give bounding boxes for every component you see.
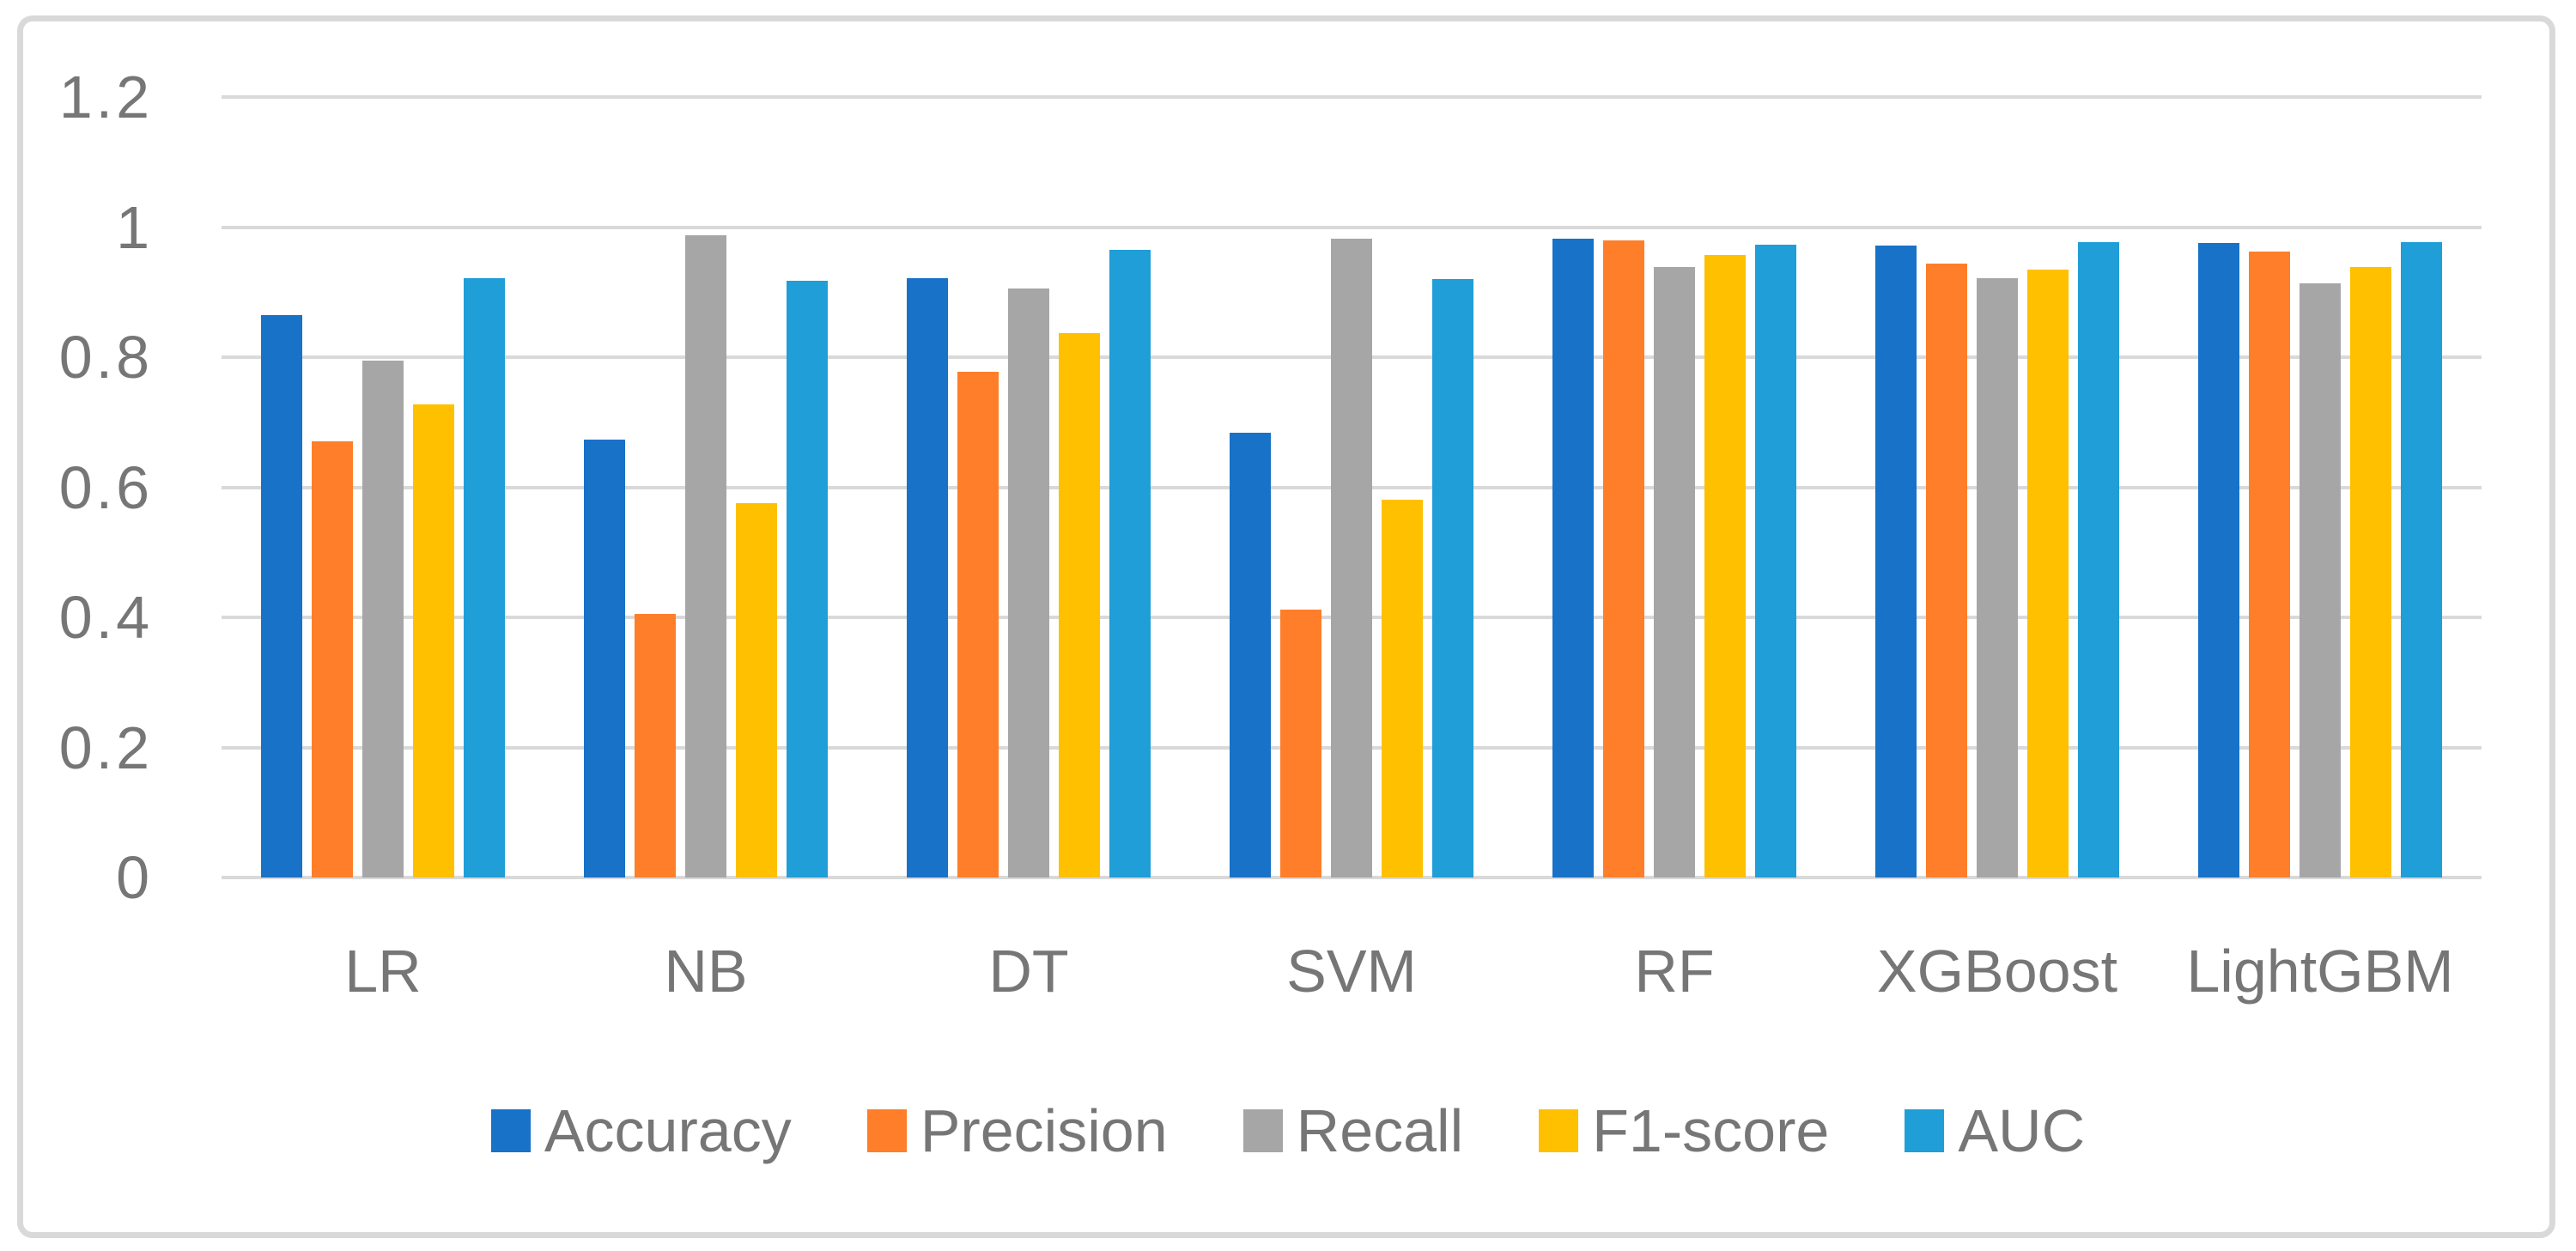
bar-groups (222, 97, 2482, 878)
legend-label-accuracy: Accuracy (544, 1097, 792, 1164)
x-axis-category-labels: LR NB DT SVM RF XGBoost LightGBM (222, 941, 2482, 1001)
x-category-label-nb: NB (664, 938, 748, 1005)
legend-swatch-icon-recall (1242, 1109, 1283, 1152)
bar-accuracy-xgboost (1875, 245, 1917, 878)
y-tick-label: 0.2 (58, 714, 153, 781)
y-tick-label: 1.2 (58, 64, 153, 131)
bar-precision-xgboost (1926, 263, 1967, 878)
x-category-label-svm: SVM (1286, 938, 1417, 1005)
bar-accuracy-lr (261, 314, 302, 878)
legend-item-auc: AUC (1905, 1101, 2085, 1161)
bar-accuracy-lightgbm (2198, 243, 2239, 878)
bar-auc-lr (464, 278, 505, 878)
bar-precision-nb (635, 614, 676, 878)
x-category-label-lr: LR (344, 938, 422, 1005)
bar-recall-svm (1331, 239, 1372, 878)
legend-swatch-icon-auc (1905, 1109, 1945, 1152)
bar-f1-score-dt (1059, 332, 1100, 878)
bar-group-lr (222, 97, 544, 878)
bar-auc-lightgbm (2401, 241, 2442, 878)
bar-precision-lightgbm (2249, 251, 2290, 878)
bar-f1-score-xgboost (2027, 269, 2069, 878)
bar-f1-score-rf (1704, 255, 1746, 878)
x-category-label-lightgbm: LightGBM (2186, 938, 2454, 1005)
gridline-1-2 (222, 95, 2482, 99)
bar-group-lightgbm (2159, 97, 2482, 878)
bar-f1-score-lightgbm (2350, 267, 2391, 878)
bar-precision-rf (1603, 240, 1644, 878)
legend-label-recall: Recall (1296, 1097, 1464, 1164)
bar-recall-rf (1654, 267, 1695, 878)
x-category-label-dt: DT (988, 938, 1069, 1005)
figure-border (17, 15, 2555, 1238)
y-tick-label: 0.6 (58, 453, 153, 521)
bar-recall-nb (685, 235, 726, 878)
y-tick-label: 0.4 (58, 584, 153, 652)
legend-label-precision: Precision (920, 1097, 1168, 1164)
legend-swatch-icon-precision (866, 1109, 907, 1152)
plot-area (222, 95, 2482, 879)
bar-accuracy-svm (1230, 432, 1271, 878)
x-category-label-xgboost: XGBoost (1876, 938, 2118, 1005)
bar-group-dt (867, 97, 1190, 878)
legend-label-auc: AUC (1958, 1097, 2086, 1164)
bar-accuracy-nb (584, 440, 625, 878)
legend-label-f1-score: F1-score (1592, 1097, 1830, 1164)
bar-recall-lightgbm (2300, 282, 2341, 878)
bar-f1-score-nb (736, 502, 777, 878)
bar-precision-svm (1280, 609, 1321, 878)
legend-item-f1-score: F1-score (1539, 1101, 1829, 1161)
legend-item-accuracy: Accuracy (490, 1097, 792, 1164)
y-tick-label: 0.8 (58, 324, 153, 392)
bar-precision-lr (312, 441, 353, 878)
legend: Accuracy Precision Recall F1-score AUC (0, 1101, 2576, 1161)
y-tick-label: 0 (116, 844, 153, 911)
bar-accuracy-dt (907, 278, 948, 878)
bar-auc-svm (1432, 279, 1473, 878)
gridline-1 (222, 225, 2482, 229)
legend-item-precision: Precision (866, 1097, 1168, 1164)
y-tick-label: 1 (116, 193, 153, 261)
bar-auc-rf (1755, 244, 1796, 878)
y-axis-tick-labels: 0 0.2 0.4 0.6 0.8 1 1.2 (0, 67, 153, 908)
bar-recall-xgboost (1977, 277, 2018, 878)
legend-item-recall: Recall (1242, 1097, 1464, 1164)
bar-group-rf (1513, 97, 1836, 878)
bar-auc-nb (787, 280, 828, 878)
bar-group-svm (1190, 97, 1513, 878)
bar-auc-dt (1109, 250, 1151, 878)
bar-auc-xgboost (2078, 241, 2119, 878)
legend-swatch-icon-f1-score (1539, 1109, 1579, 1152)
bar-f1-score-svm (1382, 499, 1423, 878)
bar-recall-lr (362, 360, 404, 878)
legend-swatch-icon-accuracy (490, 1109, 531, 1152)
bar-f1-score-lr (413, 404, 454, 878)
bar-precision-dt (957, 372, 999, 878)
bar-group-nb (544, 97, 867, 878)
x-category-label-rf: RF (1634, 938, 1715, 1005)
bar-recall-dt (1008, 288, 1049, 878)
gridline-0 (222, 876, 2482, 879)
bar-group-xgboost (1836, 97, 2159, 878)
bar-accuracy-rf (1552, 239, 1594, 878)
